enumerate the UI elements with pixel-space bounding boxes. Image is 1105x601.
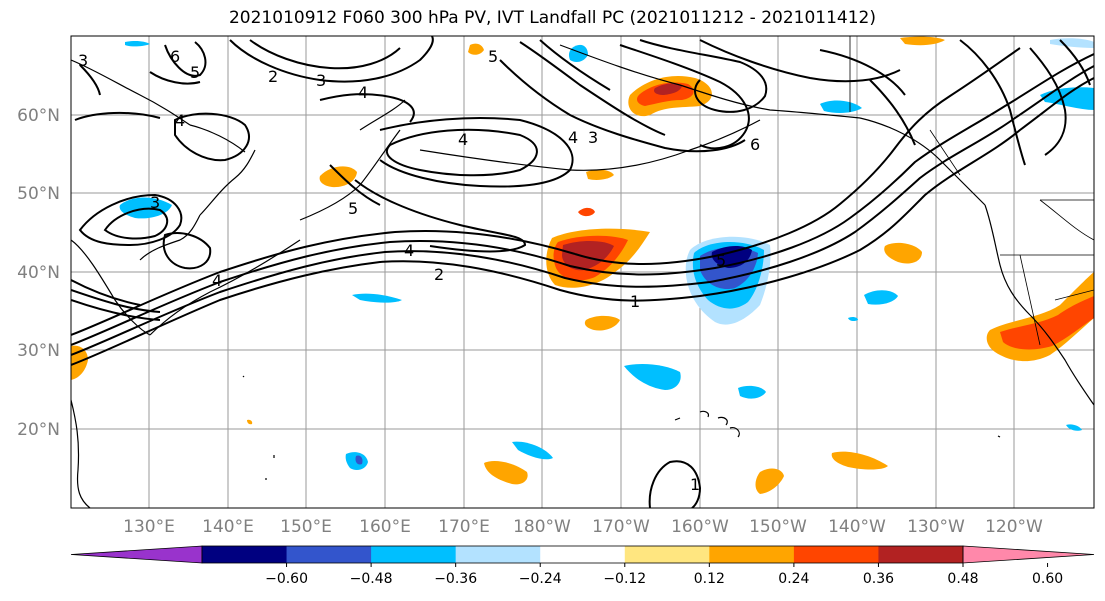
colorbar-tick-label: −0.60 bbox=[265, 571, 308, 587]
contour-label: 3 bbox=[316, 71, 326, 90]
contour-label: 4 bbox=[175, 111, 185, 130]
contour-label: 3 bbox=[78, 51, 88, 70]
coastlines bbox=[71, 36, 1094, 508]
contour-label: 5 bbox=[716, 251, 726, 270]
lon-label: 140°W bbox=[828, 517, 886, 537]
lon-label: 130°W bbox=[907, 517, 965, 537]
contour-label: 5 bbox=[348, 199, 358, 218]
colorbar-frame bbox=[201, 545, 964, 564]
lon-label: 140°E bbox=[202, 517, 254, 537]
lon-label: 150°W bbox=[749, 517, 807, 537]
map-panel: 6 5 2 3 4 4 4 3 4 6 5 4 2 1 5 3 4 5 1 3 bbox=[71, 36, 1094, 508]
colorbar-tick-label: −0.36 bbox=[434, 571, 477, 587]
contour-label: 1 bbox=[690, 475, 700, 494]
longitude-labels: 130°E 140°E 150°E 160°E 170°E 180°W 170°… bbox=[123, 517, 1043, 537]
colorbar-bin bbox=[540, 546, 626, 563]
colorbar-bin bbox=[286, 546, 372, 563]
colorbar-extend-low bbox=[70, 545, 203, 564]
colorbar-ticks: −0.60 −0.48 −0.36 −0.24 −0.12 0.12 0.24 0.36 0.4… bbox=[265, 563, 1063, 587]
lon-label: 130°E bbox=[123, 517, 175, 537]
contour-label: 6 bbox=[750, 135, 760, 154]
contour-label: 5 bbox=[190, 63, 200, 82]
contour-label: 4 bbox=[458, 130, 468, 149]
latitude-labels: 60°N 50°N 40°N 30°N 20°N bbox=[17, 106, 60, 440]
colorbar-tick-label: 0.48 bbox=[947, 571, 978, 587]
contour-label: 6 bbox=[170, 47, 180, 66]
contour-label: 4 bbox=[212, 271, 222, 290]
colorbar-tick-label: 0.36 bbox=[863, 571, 894, 587]
contour-label: 4 bbox=[358, 83, 368, 102]
lon-label: 170°E bbox=[438, 517, 490, 537]
colorbar-bin bbox=[793, 546, 879, 563]
lat-label: 50°N bbox=[17, 184, 60, 204]
contour-label: 4 bbox=[404, 241, 414, 260]
contour-label: 2 bbox=[268, 67, 278, 86]
colorbar bbox=[70, 545, 1095, 564]
colorbar-bin bbox=[878, 546, 964, 563]
pv-contours bbox=[71, 36, 1094, 508]
colorbar-tick-label: −0.48 bbox=[350, 571, 393, 587]
colorbar-tick-label: 0.12 bbox=[694, 571, 725, 587]
colorbar-tick-label: −0.12 bbox=[603, 571, 646, 587]
lat-label: 40°N bbox=[17, 263, 60, 283]
colorbar-bin bbox=[202, 546, 288, 563]
contour-label: 5 bbox=[488, 47, 498, 66]
contour-label: 4 bbox=[568, 128, 578, 147]
lon-label: 150°E bbox=[280, 517, 332, 537]
ivt-shading bbox=[71, 36, 1094, 494]
lon-label: 120°W bbox=[985, 517, 1043, 537]
contour-label: 1 bbox=[630, 292, 640, 311]
lat-label: 60°N bbox=[17, 106, 60, 126]
colorbar-extend-high bbox=[962, 545, 1095, 564]
contour-label: 3 bbox=[150, 193, 160, 212]
contour-labels: 6 5 2 3 4 4 4 3 4 6 5 4 2 1 5 3 4 5 1 3 bbox=[78, 47, 760, 494]
colorbar-tick-label: 0.60 bbox=[1032, 571, 1063, 587]
colorbar-tick-label: −0.24 bbox=[519, 571, 562, 587]
contour-label: 2 bbox=[434, 265, 444, 284]
lat-label: 30°N bbox=[17, 341, 60, 361]
lon-label: 160°E bbox=[359, 517, 411, 537]
map-frame bbox=[70, 35, 1095, 509]
colorbar-bin bbox=[709, 546, 795, 563]
lon-label: 160°W bbox=[671, 517, 729, 537]
lon-label: 180°W bbox=[513, 517, 571, 537]
colorbar-bin bbox=[455, 546, 541, 563]
colorbar-bin bbox=[371, 546, 457, 563]
figure-title: 2021010912 F060 300 hPa PV, IVT Landfall… bbox=[228, 8, 876, 28]
lat-label: 20°N bbox=[17, 420, 60, 440]
colorbar-bin bbox=[624, 546, 710, 563]
contour-label: 3 bbox=[588, 128, 598, 147]
colorbar-tick-label: 0.24 bbox=[778, 571, 809, 587]
lon-label: 170°W bbox=[592, 517, 650, 537]
